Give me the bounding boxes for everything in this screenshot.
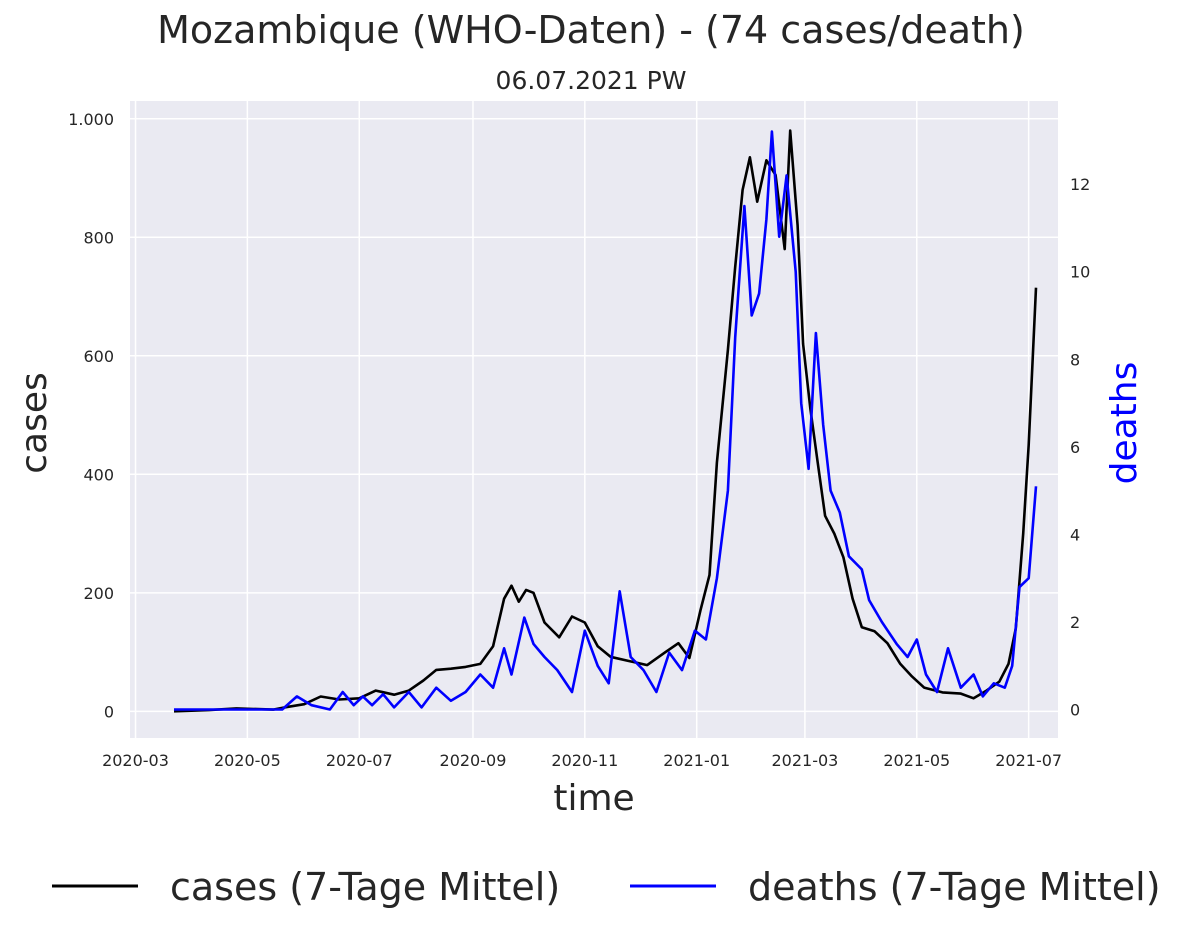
y-left-tick-label: 400 [83,465,114,484]
x-tick-label: 2021-05 [883,751,950,770]
plot-area [130,101,1058,738]
y-right-tick-label: 8 [1070,350,1080,369]
right-axis-ticks: 0 2 4 6 8 10 12 [1070,175,1090,719]
y-left-tick-label: 600 [83,347,114,366]
x-tick-label: 2021-03 [771,751,838,770]
y-left-axis-label: cases [14,372,55,474]
legend-label-cases: cases (7-Tage Mittel) [170,865,560,909]
y-left-tick-label: 0 [104,702,114,721]
y-right-tick-label: 2 [1070,613,1080,632]
chart-title: Mozambique (WHO-Daten) - (74 cases/death… [157,8,1025,52]
series-line-deaths [174,130,1038,711]
y-right-tick-label: 4 [1070,525,1080,544]
x-tick-label: 2020-09 [440,751,507,770]
x-tick-label: 2020-11 [551,751,618,770]
x-tick-label: 2020-03 [102,751,169,770]
x-tick-label: 2020-07 [326,751,393,770]
x-tick-label: 2021-01 [663,751,730,770]
y-left-tick-label: 800 [83,228,114,247]
y-right-tick-label: 0 [1070,701,1080,720]
series-line-cases [173,129,1038,713]
y-right-tick-label: 10 [1070,263,1090,282]
y-right-tick-label: 12 [1070,175,1090,194]
y-left-tick-label: 1.000 [68,110,114,129]
left-axis-ticks: 0 200 400 600 800 1.000 [68,110,114,722]
y-right-tick-label: 6 [1070,438,1080,457]
y-left-tick-label: 200 [83,584,114,603]
x-axis-label: time [553,778,634,819]
x-tick-label: 2021-07 [995,751,1062,770]
series-lines [173,129,1038,713]
legend-label-deaths: deaths (7-Tage Mittel) [748,865,1161,909]
x-axis-ticks: 2020-03 2020-05 2020-07 2020-09 2020-11 2021-… [102,751,1062,770]
legend: cases (7-Tage Mittel) deaths (7-Tage Mit… [52,865,1161,909]
y-right-axis-label: deaths [1104,362,1145,485]
grid-lines [130,101,1058,738]
chart-subtitle: 06.07.2021 PW [495,66,687,95]
x-tick-label: 2020-05 [214,751,281,770]
